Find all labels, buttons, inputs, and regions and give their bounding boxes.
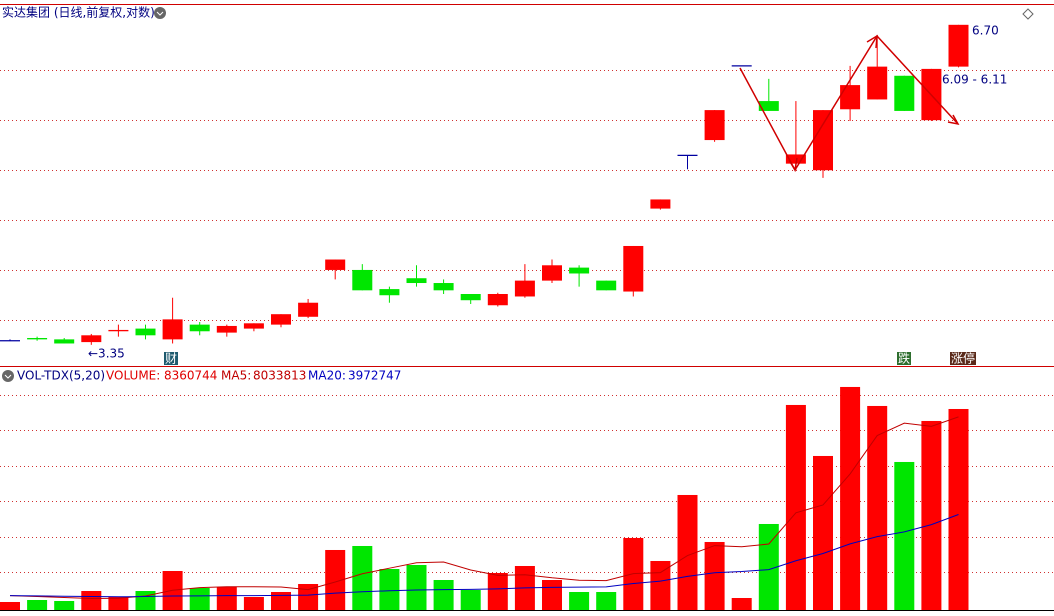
candle-body	[840, 85, 861, 110]
candle-body	[948, 24, 969, 67]
annotation: ←3.35	[88, 347, 125, 361]
volume-bar	[0, 601, 20, 610]
volume-bar	[677, 494, 698, 610]
candle-body	[108, 329, 129, 332]
candle-body	[243, 323, 264, 329]
legend-label: MA20:	[308, 369, 346, 383]
candle-body	[81, 335, 102, 343]
volume-bar	[542, 579, 562, 610]
candle-body	[785, 154, 806, 164]
candle-body	[813, 110, 833, 171]
volume-bar	[433, 579, 454, 610]
volume-bar	[243, 596, 264, 610]
volume-bar	[325, 549, 346, 610]
candle-body	[325, 259, 346, 270]
event-label: 涨停	[951, 351, 975, 366]
trend-arrows	[739, 34, 960, 173]
legend-value: 3972747	[348, 369, 401, 383]
candle-body	[298, 302, 319, 317]
legend-label: VOLUME:	[106, 369, 160, 383]
event-label: 财	[165, 352, 177, 366]
volume-bar	[271, 591, 291, 610]
candle-body	[27, 338, 48, 340]
volume-bar	[813, 455, 833, 610]
event-label: 跌	[898, 351, 910, 366]
volume-bar	[731, 597, 752, 610]
candle-body	[514, 280, 535, 297]
diamond-icon[interactable]	[1022, 8, 1034, 20]
volume-bar	[948, 408, 969, 610]
volume-bar	[596, 591, 617, 610]
candle-body	[460, 294, 481, 301]
legend-label: MA5:	[221, 369, 251, 383]
volume-bar	[758, 523, 779, 610]
volume-bar	[894, 461, 915, 610]
volume-bar	[81, 590, 102, 610]
event-marker: 涨停	[950, 351, 976, 366]
volume-bar	[867, 405, 888, 610]
volume-bar	[840, 386, 861, 610]
candle-body	[406, 278, 427, 284]
legend-value: 8033813	[253, 369, 306, 383]
volume-bar	[379, 568, 400, 610]
annotation: 6.09 - 6.11	[942, 73, 1007, 87]
volume-bar	[921, 420, 942, 610]
candle-body	[135, 328, 156, 336]
candle-body	[162, 319, 183, 340]
menu-icon[interactable]	[2, 370, 14, 382]
volume-bar	[189, 587, 210, 610]
event-marker: 财	[164, 352, 178, 366]
candle-body	[487, 294, 508, 306]
candle-body	[352, 269, 373, 291]
volume-bar	[704, 541, 725, 610]
candle-body	[894, 75, 915, 111]
volume-bar	[54, 600, 75, 610]
chart-title: 实达集团 (日线,前复权,对数)	[2, 5, 155, 20]
candle-body	[216, 325, 237, 333]
volume-bar	[298, 583, 319, 610]
volume-bar	[460, 589, 481, 610]
volume-bar	[569, 591, 590, 610]
annotation: 6.70	[972, 24, 999, 38]
candle-body	[542, 265, 562, 281]
candle-body	[189, 324, 210, 332]
candle-body	[623, 245, 644, 292]
event-marker: 跌	[897, 351, 911, 366]
volume-bar	[352, 545, 373, 610]
volume-bar	[216, 586, 237, 610]
volume-bar	[27, 599, 48, 610]
candle-body	[569, 267, 590, 274]
ma-line	[9, 514, 959, 598]
ma-line	[9, 416, 959, 599]
candle-body	[54, 339, 75, 344]
candle-body	[271, 314, 291, 325]
volume-title: VOL-TDX(5,20)	[17, 369, 105, 383]
candle-body	[758, 101, 779, 111]
volume-bar	[487, 572, 508, 610]
marks	[0, 24, 969, 610]
legend-value: 8360744	[164, 369, 217, 383]
candle-body	[596, 280, 617, 291]
volume-bar	[785, 404, 806, 610]
candle-body	[433, 283, 454, 291]
volume-bar	[135, 590, 156, 610]
candle-body	[650, 199, 671, 209]
menu-icon[interactable]	[154, 7, 166, 19]
volume-bar	[406, 564, 427, 610]
candle-body	[867, 66, 888, 100]
volume-bar	[108, 596, 129, 610]
candle-body	[379, 289, 400, 296]
candle-body	[704, 110, 725, 141]
